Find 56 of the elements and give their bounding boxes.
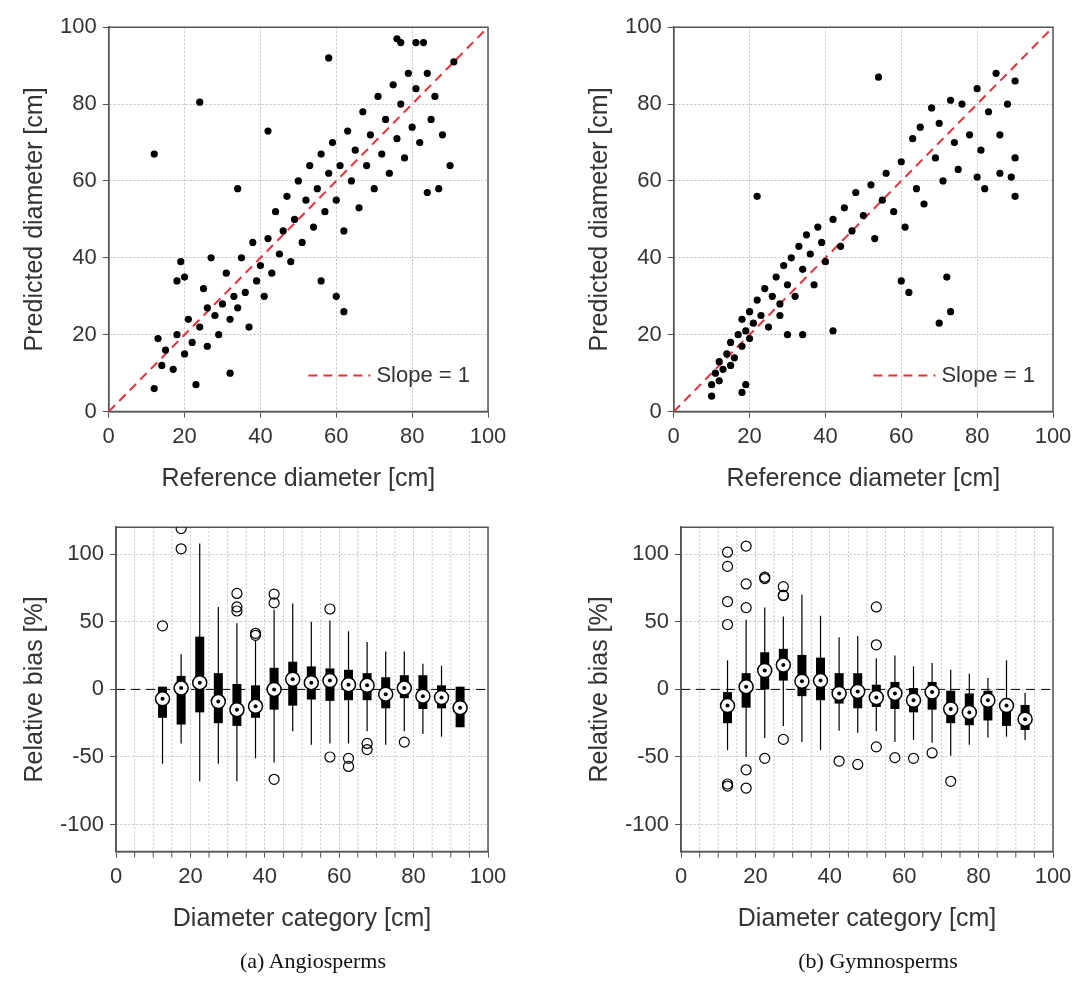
legend-label: Slope = 1	[941, 361, 1035, 387]
x-tick-label: 100	[1034, 422, 1072, 448]
y-tick-label: -100	[59, 810, 105, 836]
y-tick-label: 100	[59, 13, 97, 39]
y-tick-label: -50	[637, 743, 670, 769]
x-tick-label: 80	[964, 422, 990, 448]
y-tick-label: 100	[624, 13, 662, 39]
y-tick-label: 60	[637, 167, 662, 193]
y-axis-title: Relative bias [%]	[18, 596, 47, 783]
x-tick-label: 100	[469, 862, 507, 888]
x-axis-title: Reference diameter [cm]	[161, 462, 436, 491]
x-tick-label: 40	[248, 422, 273, 448]
x-tick-label: 80	[966, 862, 991, 888]
y-tick-label: 100	[67, 540, 105, 566]
y-tick-label: 40	[72, 243, 97, 269]
x-tick-label: 20	[737, 422, 762, 448]
x-tick-label: 60	[891, 862, 917, 888]
x-axis-title: Diameter category [cm]	[737, 902, 997, 931]
x-tick-label: 40	[813, 422, 838, 448]
x-tick-label: 100	[1034, 862, 1072, 888]
y-tick-label: 0	[656, 675, 670, 701]
y-tick-label: -50	[72, 743, 105, 769]
x-tick-label: 0	[109, 862, 123, 888]
y-tick-label: -100	[624, 810, 670, 836]
y-axis-title: Predicted diameter [cm]	[18, 87, 47, 352]
y-tick-label: 80	[72, 90, 97, 116]
x-tick-label: 100	[469, 422, 507, 448]
text: (a) Angiosperms	[239, 948, 387, 974]
x-tick-label: 20	[172, 422, 197, 448]
y-tick-label: 20	[637, 320, 662, 346]
y-tick-label: 0	[91, 675, 105, 701]
y-tick-label: 80	[637, 90, 662, 116]
x-axis-title: Diameter category [cm]	[172, 902, 432, 931]
x-tick-label: 80	[401, 862, 426, 888]
y-axis-title: Relative bias [%]	[583, 596, 612, 783]
x-tick-label: 0	[674, 862, 688, 888]
legend-label: Slope = 1	[376, 361, 470, 387]
y-tick-label: 0	[649, 397, 662, 423]
x-tick-label: 60	[324, 422, 349, 448]
x-axis-title: Reference diameter [cm]	[726, 462, 1001, 491]
y-tick-label: 50	[644, 607, 670, 633]
x-tick-label: 40	[817, 862, 843, 888]
text: (b) Gymnosperms	[797, 948, 959, 974]
y-tick-label: 100	[632, 540, 670, 566]
x-tick-label: 80	[399, 422, 425, 448]
y-tick-label: 0	[84, 397, 97, 423]
x-tick-label: 40	[252, 862, 278, 888]
y-axis-title: Predicted diameter [cm]	[583, 87, 612, 352]
y-tick-label: 20	[72, 320, 97, 346]
y-tick-label: 50	[79, 607, 105, 633]
y-tick-label: 40	[637, 243, 662, 269]
x-tick-label: 60	[326, 862, 352, 888]
x-tick-label: 60	[889, 422, 914, 448]
x-tick-label: 20	[743, 862, 768, 888]
x-tick-label: 20	[178, 862, 203, 888]
y-tick-label: 60	[72, 167, 97, 193]
